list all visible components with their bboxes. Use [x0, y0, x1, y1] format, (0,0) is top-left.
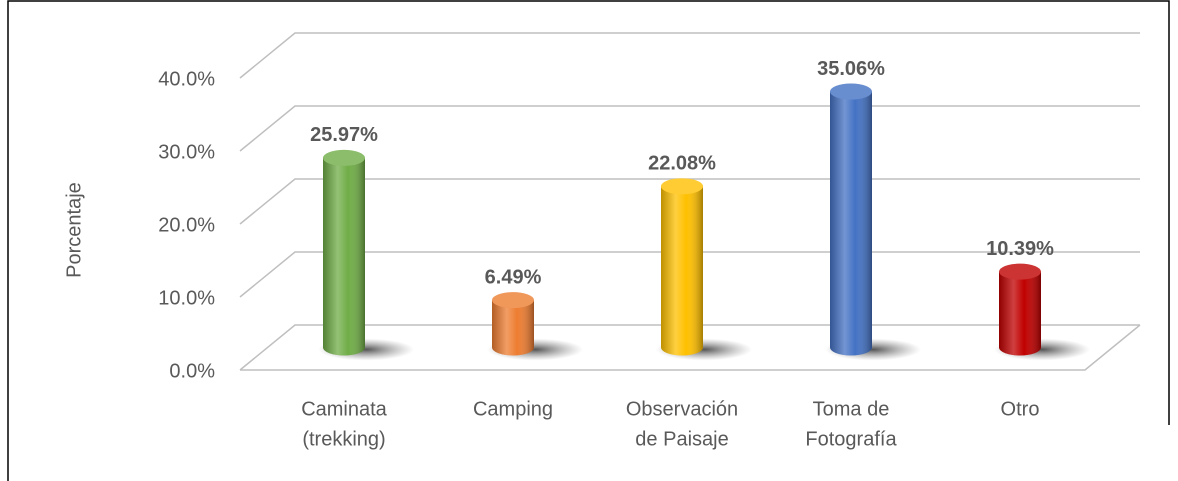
y-tick-label: 30.0% [158, 141, 215, 163]
value-label: 10.39% [986, 238, 1054, 260]
bar-top-shading [999, 263, 1041, 280]
value-label: 6.49% [485, 266, 542, 288]
frame [7, 0, 1170, 481]
bar-top-shading [830, 83, 872, 100]
x-tick-label: Observación [626, 398, 738, 420]
x-tick-label: Fotografía [805, 428, 897, 450]
bar-shading [492, 300, 534, 356]
x-tick-label: de Paisaje [635, 428, 728, 450]
bar-top [830, 83, 872, 100]
bar-top [323, 149, 365, 166]
y-axis-title: Porcentaje [63, 182, 85, 278]
bar-shading [661, 186, 703, 356]
bar-shading [830, 91, 872, 356]
bar-top [999, 263, 1041, 280]
bar-top-shading [323, 149, 365, 166]
bar-shading [323, 157, 365, 356]
x-tick-label: (trekking) [302, 428, 385, 450]
value-label: 25.97% [310, 124, 378, 146]
bar-top [492, 292, 534, 309]
x-tick-label: Otro [1001, 398, 1040, 420]
bar-top-shading [492, 292, 534, 309]
floor [240, 324, 1141, 371]
x-tick-label: Caminata [301, 398, 387, 420]
y-tick-label: 10.0% [158, 287, 215, 309]
grid-line [239, 32, 1140, 79]
value-label: 22.08% [648, 153, 716, 175]
value-label: 35.06% [817, 58, 885, 80]
bar-top-shading [661, 178, 703, 195]
x-tick-label: Camping [473, 398, 553, 420]
bar-shading [999, 271, 1041, 356]
x-tick-label: Toma de [813, 398, 890, 420]
bar-top [661, 178, 703, 195]
y-tick-label: 20.0% [158, 214, 215, 236]
y-tick-label: 0.0% [169, 360, 215, 382]
y-tick-label: 40.0% [158, 68, 215, 90]
